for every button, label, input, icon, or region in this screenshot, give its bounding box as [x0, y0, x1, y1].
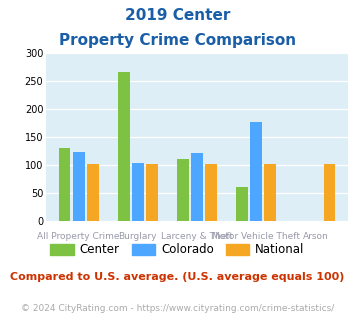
- Text: © 2024 CityRating.com - https://www.cityrating.com/crime-statistics/: © 2024 CityRating.com - https://www.city…: [21, 304, 334, 313]
- Text: Motor Vehicle Theft: Motor Vehicle Theft: [212, 232, 300, 241]
- Bar: [205, 164, 217, 221]
- Text: 2019 Center: 2019 Center: [125, 8, 230, 23]
- Text: Property Crime Comparison: Property Crime Comparison: [59, 33, 296, 48]
- Bar: [191, 153, 203, 221]
- Legend: Center, Colorado, National: Center, Colorado, National: [46, 239, 309, 261]
- Bar: [146, 164, 158, 221]
- Bar: [236, 187, 248, 221]
- Bar: [264, 164, 276, 221]
- Bar: [324, 164, 335, 221]
- Text: All Property Crime: All Property Crime: [37, 232, 120, 241]
- Bar: [250, 122, 262, 221]
- Bar: [118, 72, 130, 221]
- Text: Arson: Arson: [302, 232, 328, 241]
- Bar: [132, 163, 144, 221]
- Bar: [73, 151, 84, 221]
- Bar: [59, 148, 70, 221]
- Bar: [87, 164, 99, 221]
- Text: Burglary: Burglary: [119, 232, 157, 241]
- Bar: [177, 159, 189, 221]
- Text: Larceny & Theft: Larceny & Theft: [161, 232, 233, 241]
- Text: Compared to U.S. average. (U.S. average equals 100): Compared to U.S. average. (U.S. average …: [10, 272, 345, 282]
